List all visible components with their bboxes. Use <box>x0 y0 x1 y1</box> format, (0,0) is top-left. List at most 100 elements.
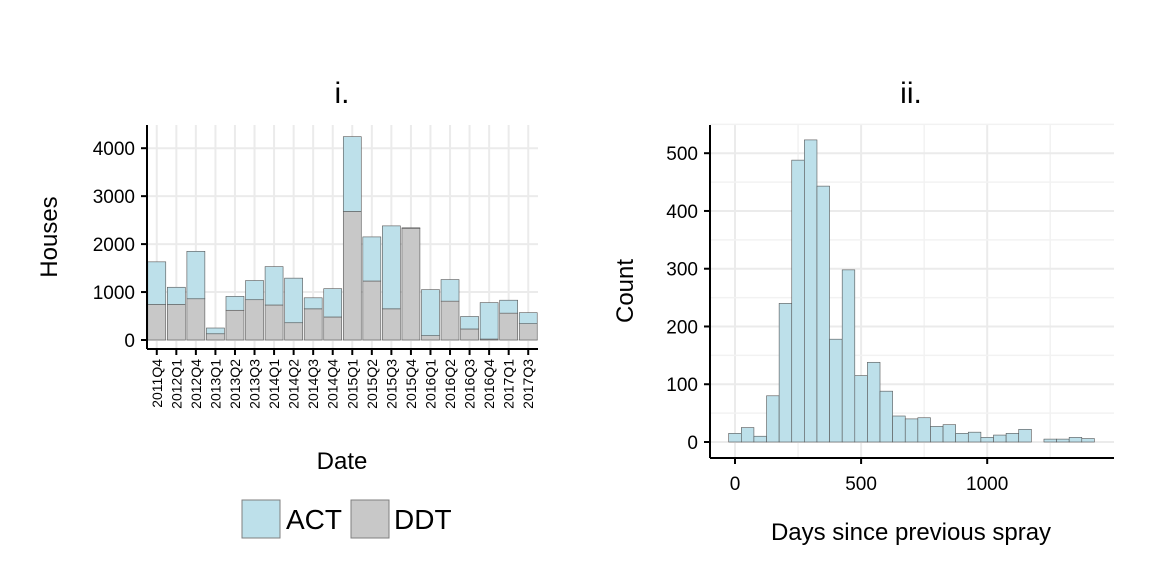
panel-i-x-tick-label: 2015Q4 <box>403 359 419 409</box>
histogram-bin-350 <box>816 185 830 443</box>
panel-i-x-tick-label: 2012Q1 <box>168 359 184 409</box>
bar-act-2016Q1 <box>421 289 440 336</box>
panel-i-x-tick-label: 2013Q3 <box>247 359 263 409</box>
panel-i-y-ticks: 0 1000 2000 3000 4000 <box>93 139 147 352</box>
histogram-bin-400 <box>829 338 843 443</box>
panel-ii-x-axis-title: Days since previous spray <box>771 519 1051 546</box>
bar-ddt-2016Q2 <box>440 300 460 341</box>
bar-act-2012Q1 <box>167 286 186 305</box>
histogram-bin-1050 <box>993 434 1007 443</box>
panel-i-gridlines <box>147 125 538 349</box>
panel-ii-y-tick-label: 100 <box>666 375 698 396</box>
legend-label-act: ACT <box>286 504 342 535</box>
panel-ii-x-tick-label: 500 <box>845 474 877 495</box>
bar-ddt-2017Q3 <box>518 323 538 341</box>
panel-i-x-tick-label: 2012Q4 <box>188 359 204 409</box>
panel-ii-y-axis-title: Count <box>612 259 639 323</box>
histogram-bin-50 <box>741 427 755 443</box>
panel-i-x-tick-label: 2013Q2 <box>227 359 243 409</box>
panel-ii-y-ticks: 0 100 200 300 400 500 <box>666 144 710 454</box>
bar-act-2017Q3 <box>518 312 538 324</box>
panel-i-y-tick-label: 3000 <box>93 187 135 208</box>
panel-i-x-tick-label: 2014Q3 <box>305 359 321 409</box>
bar-ddt-2012Q1 <box>167 304 186 341</box>
panel-i-title: i. <box>335 77 350 110</box>
panel-ii-gridlines <box>710 123 1114 458</box>
panel-i-x-tick-label: 2016Q1 <box>422 359 438 409</box>
bar-ddt-2015Q4 <box>401 227 421 341</box>
panel-i-y-tick-label: 1000 <box>93 283 135 304</box>
histogram-bin-800 <box>930 426 944 443</box>
bar-ddt-2013Q2 <box>225 309 245 341</box>
bar-act-2016Q4 <box>479 302 499 340</box>
bar-act-2011Q4 <box>147 261 167 305</box>
panel-i-x-tick-label: 2013Q1 <box>207 359 223 409</box>
bar-act-2016Q3 <box>460 316 479 330</box>
histogram-bin-1350 <box>1068 437 1083 443</box>
bar-ddt-2016Q3 <box>460 328 479 341</box>
histogram-bin-850 <box>942 424 956 443</box>
panel-ii-x-tick-label: 0 <box>730 474 741 495</box>
panel-i-x-tick-label: 2016Q4 <box>481 359 497 409</box>
panel-ii-x-tick-label: 1000 <box>966 474 1008 495</box>
panel-i-x-ticks: 2011Q4 2012Q1 2012Q4 2013Q1 2013Q2 2013Q3 2014… <box>149 349 536 409</box>
panel-i-x-tick-label: 2014Q1 <box>266 359 282 409</box>
panel-ii-y-tick-label: 500 <box>666 144 698 165</box>
histogram-bin-150 <box>766 395 780 443</box>
bar-act-2017Q1 <box>499 299 518 314</box>
panel-i-y-tick-label: 2000 <box>93 235 135 256</box>
legend: ACT DDT <box>241 499 452 539</box>
bar-ddt-2017Q1 <box>499 312 518 341</box>
histogram-bin-950 <box>967 431 982 443</box>
panel-ii-title: ii. <box>900 77 922 110</box>
histogram-bin-700 <box>904 418 919 443</box>
panel-i-x-tick-label: 2016Q2 <box>442 359 458 409</box>
histogram-bin-1250 <box>1043 438 1057 443</box>
legend-swatch-act <box>241 499 281 539</box>
histogram-bin-650 <box>892 415 906 443</box>
histogram-bin-200 <box>778 303 793 443</box>
histogram-bin-100 <box>753 435 767 443</box>
bar-act-2015Q1 <box>342 136 362 212</box>
bar-ddt-2014Q3 <box>303 308 323 341</box>
bar-act-2014Q1 <box>264 266 284 306</box>
histogram-bin-0 <box>728 433 742 443</box>
bar-act-2012Q4 <box>186 250 206 300</box>
histogram-bin-1300 <box>1056 438 1070 443</box>
histogram-bin-550 <box>867 361 881 443</box>
histogram-bin-750 <box>917 417 931 443</box>
panel-i-x-tick-label: 2015Q2 <box>364 359 380 409</box>
panel-i-x-tick-label: 2011Q4 <box>149 359 165 408</box>
bar-ddt-2012Q4 <box>186 298 206 341</box>
panel-i-x-tick-label: 2017Q3 <box>520 359 536 409</box>
bar-act-2013Q3 <box>245 280 264 301</box>
bar-ddt-2011Q4 <box>147 304 167 341</box>
histogram-bin-600 <box>879 390 893 443</box>
panel-i-x-tick-label: 2014Q2 <box>286 359 302 409</box>
bar-act-2014Q2 <box>284 277 303 324</box>
panel-ii-y-tick-label: 200 <box>666 317 698 338</box>
panel-i-x-tick-label: 2014Q4 <box>325 359 341 409</box>
bar-ddt-2013Q3 <box>245 299 264 341</box>
histogram-bin-1400 <box>1081 438 1095 443</box>
bar-ddt-2014Q1 <box>264 304 284 341</box>
histogram-bin-1100 <box>1005 433 1020 443</box>
bar-ddt-2015Q2 <box>362 280 382 341</box>
histogram-bin-500 <box>854 375 868 443</box>
bar-act-2016Q2 <box>440 279 460 302</box>
panel-ii-y-tick-label: 400 <box>666 202 698 223</box>
legend-label-ddt: DDT <box>394 504 452 535</box>
bar-act-2013Q2 <box>225 296 245 311</box>
panel-i-x-axis-title: Date <box>317 448 368 475</box>
histogram-bin-900 <box>955 433 969 443</box>
panel-i-x-tick-label: 2015Q1 <box>344 359 360 409</box>
panel-i-y-axis-title: Houses <box>36 196 63 277</box>
bar-ddt-2015Q3 <box>382 308 401 341</box>
panel-ii-y-tick-label: 0 <box>687 433 698 454</box>
bar-ddt-2013Q1 <box>206 333 225 341</box>
histogram-bin-300 <box>804 139 818 443</box>
legend-swatch-ddt <box>350 499 390 539</box>
histogram-bin-250 <box>791 159 805 443</box>
histogram-bin-1150 <box>1018 428 1032 443</box>
